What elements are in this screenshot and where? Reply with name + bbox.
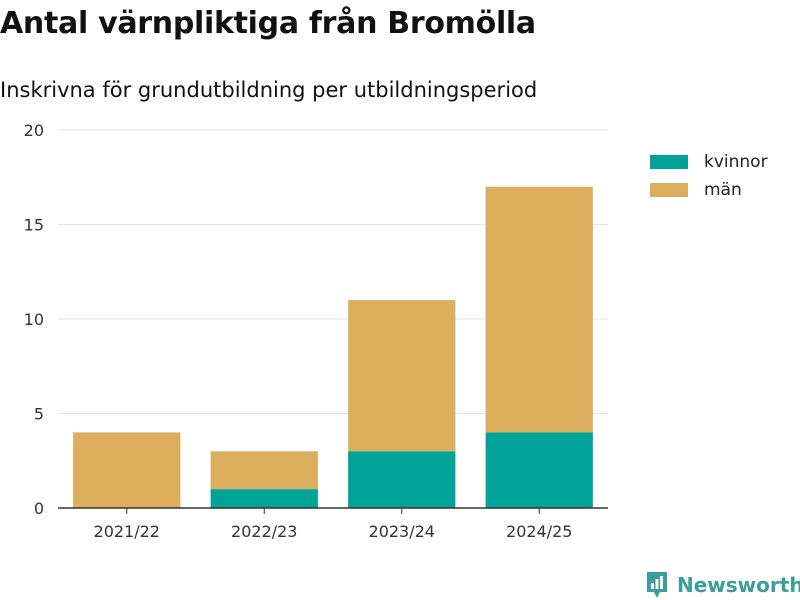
chart-legend: kvinnor män bbox=[650, 148, 768, 204]
bar-män-2022/23 bbox=[210, 451, 318, 490]
legend-swatch bbox=[650, 155, 688, 169]
y-axis-ticks: 0 5 10 15 20 bbox=[24, 121, 44, 518]
legend-label: män bbox=[704, 180, 742, 200]
newsworthy-logo-icon bbox=[647, 572, 667, 598]
brand-name: Newsworthy bbox=[677, 573, 800, 597]
x-tick-label: 2022/23 bbox=[231, 522, 297, 541]
legend-swatch bbox=[650, 183, 688, 197]
brand-logo: Newsworthy bbox=[645, 570, 800, 600]
y-tick-label: 15 bbox=[24, 216, 44, 235]
legend-label: kvinnor bbox=[704, 152, 768, 172]
y-tick-label: 10 bbox=[24, 310, 44, 329]
y-tick-label: 0 bbox=[34, 499, 44, 518]
chart-title: Antal värnpliktiga från Bromölla bbox=[0, 6, 536, 41]
bar-män-2021/22 bbox=[73, 432, 181, 508]
x-axis-ticks: 2021/22 2022/23 2023/24 2024/25 bbox=[94, 508, 572, 541]
x-tick-label: 2023/24 bbox=[369, 522, 435, 541]
x-tick-label: 2024/25 bbox=[506, 522, 572, 541]
bar-kvinnor-2024/25 bbox=[485, 432, 593, 508]
chart-bars bbox=[73, 186, 593, 508]
bar-kvinnor-2022/23 bbox=[210, 489, 318, 508]
legend-item-män: män bbox=[650, 176, 768, 204]
bar-män-2024/25 bbox=[485, 186, 593, 433]
x-tick-label: 2021/22 bbox=[94, 522, 160, 541]
y-tick-label: 5 bbox=[34, 405, 44, 424]
chart-subtitle: Inskrivna för grundutbildning per utbild… bbox=[0, 78, 538, 102]
legend-item-kvinnor: kvinnor bbox=[650, 148, 768, 176]
y-tick-label: 20 bbox=[24, 121, 44, 140]
bar-kvinnor-2023/24 bbox=[348, 451, 456, 508]
bar-män-2023/24 bbox=[348, 300, 456, 452]
